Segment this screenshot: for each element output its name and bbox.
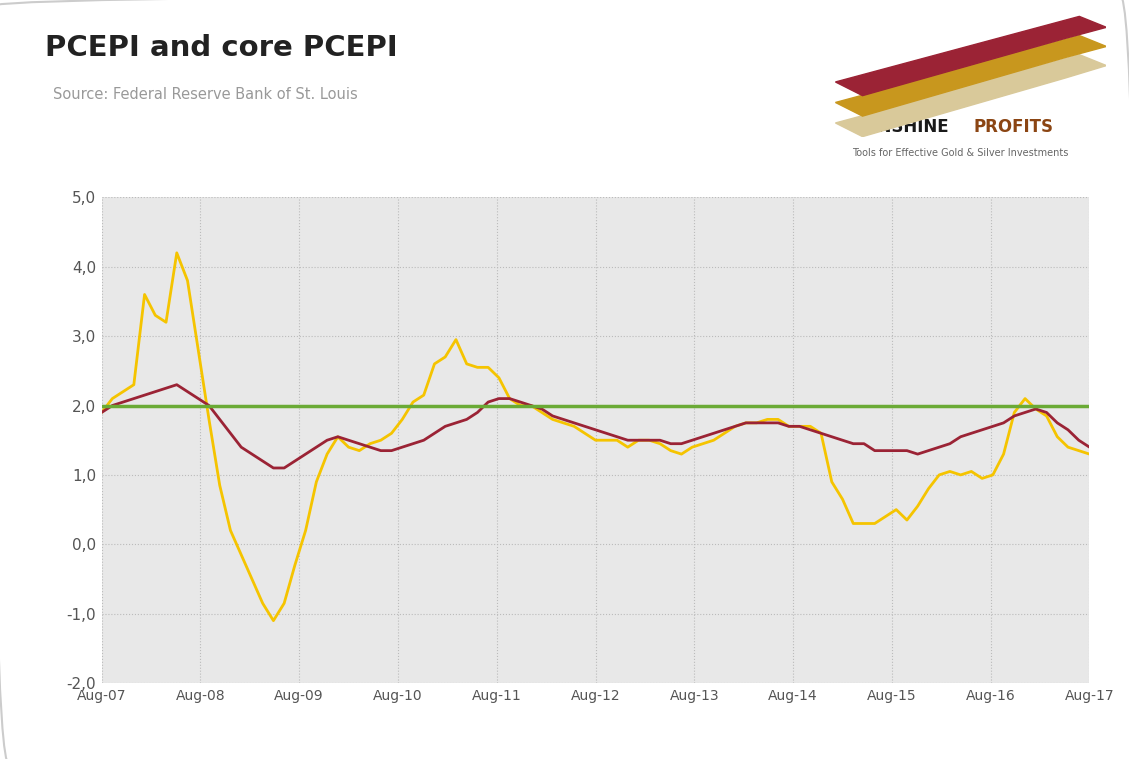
- Polygon shape: [835, 55, 1106, 137]
- Polygon shape: [835, 36, 1106, 116]
- Text: Source: Federal Reserve Bank of St. Louis: Source: Federal Reserve Bank of St. Loui…: [53, 87, 358, 102]
- Polygon shape: [835, 17, 1106, 96]
- Text: SUNSHINE: SUNSHINE: [852, 118, 949, 136]
- Text: PROFITS: PROFITS: [973, 118, 1053, 136]
- Text: Tools for Effective Gold & Silver Investments: Tools for Effective Gold & Silver Invest…: [852, 148, 1069, 158]
- Text: PCEPI and core PCEPI: PCEPI and core PCEPI: [45, 34, 397, 62]
